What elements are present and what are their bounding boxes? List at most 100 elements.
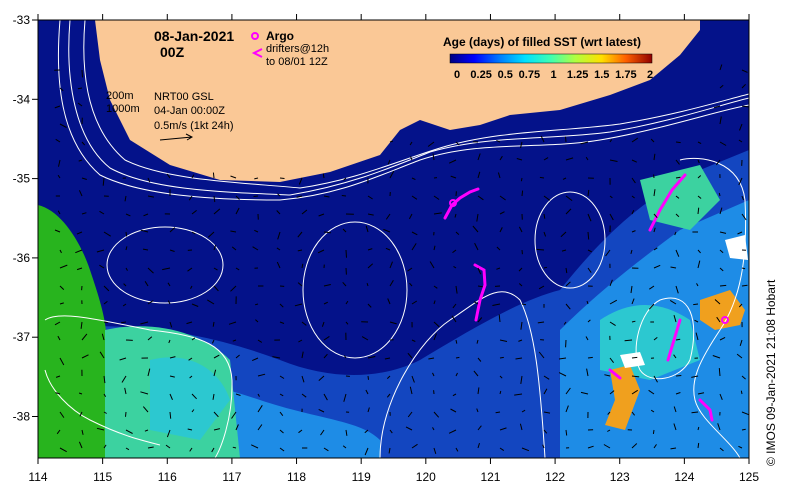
current-vector xyxy=(59,447,67,453)
current-vector xyxy=(543,157,549,161)
current-vector xyxy=(719,267,724,272)
current-vector xyxy=(630,285,633,294)
current-vector xyxy=(212,393,215,400)
current-vector xyxy=(389,279,394,287)
current-vector xyxy=(565,157,574,161)
current-vector xyxy=(741,375,746,380)
current-vector xyxy=(103,321,108,324)
current-vector xyxy=(738,445,743,449)
current-vector xyxy=(521,409,526,413)
colorbar-title: Age (days) of filled SST (wrt latest) xyxy=(443,35,641,49)
current-vector xyxy=(648,303,655,310)
eddy-1 xyxy=(106,226,224,304)
current-vector xyxy=(653,337,658,341)
current-vector xyxy=(345,300,349,305)
current-vector xyxy=(342,281,347,287)
argo-legend-icon xyxy=(251,32,259,40)
colorbar-label: 1 xyxy=(550,69,556,81)
current-vector xyxy=(364,447,369,456)
current-vector xyxy=(207,231,215,238)
current-vector xyxy=(99,351,105,359)
current-vector xyxy=(121,375,127,383)
current-vector xyxy=(537,321,545,324)
current-vector xyxy=(272,356,281,359)
current-vector xyxy=(125,213,131,217)
current-vector xyxy=(213,369,217,377)
current-vector xyxy=(674,231,677,236)
current-vector xyxy=(496,246,501,251)
current-vector xyxy=(212,321,215,327)
current-vector xyxy=(188,357,193,361)
current-vector xyxy=(565,195,573,201)
drifter-track-2 xyxy=(473,263,487,322)
current-vector xyxy=(211,339,215,344)
current-vector xyxy=(543,411,551,414)
current-vector xyxy=(54,321,61,326)
current-vector xyxy=(741,213,747,221)
current-vector xyxy=(191,231,196,235)
current-vector xyxy=(103,301,108,305)
drifters-legend-line2: to 08/01 12Z xyxy=(266,56,328,68)
current-vector xyxy=(473,301,479,305)
current-vector xyxy=(297,249,303,252)
current-vector xyxy=(301,351,304,359)
current-vector xyxy=(144,429,149,432)
current-vector xyxy=(560,231,567,238)
current-vector xyxy=(323,335,330,341)
current-vector xyxy=(122,303,127,307)
current-vector xyxy=(609,357,614,364)
current-vector xyxy=(587,356,593,359)
patch-white-southeast xyxy=(620,352,645,368)
current-vector xyxy=(166,173,171,179)
current-vector xyxy=(144,281,149,287)
patch-cyan-southwest xyxy=(150,357,230,440)
x-tick-label: 114 xyxy=(28,470,47,484)
current-vector xyxy=(103,231,111,237)
current-vector xyxy=(521,303,527,306)
current-vector xyxy=(433,333,437,341)
current-vector xyxy=(432,372,435,377)
current-vector xyxy=(738,139,743,143)
current-vector xyxy=(96,249,105,253)
current-vector xyxy=(235,207,240,215)
current-vector xyxy=(81,429,84,435)
current-vector xyxy=(298,429,303,434)
current-vector xyxy=(169,249,175,252)
current-vector xyxy=(631,411,635,416)
contour-200m xyxy=(57,20,749,201)
current-vector xyxy=(81,333,88,341)
current-vector xyxy=(187,428,193,431)
eddy-8 xyxy=(635,297,695,380)
current-vector xyxy=(367,303,372,308)
current-vector xyxy=(191,393,197,400)
current-vector xyxy=(473,370,479,377)
current-vector xyxy=(323,301,329,305)
current-vector xyxy=(213,267,218,271)
contour-1000m xyxy=(68,20,749,196)
current-vector xyxy=(213,354,220,359)
current-vector xyxy=(103,285,110,292)
current-vector xyxy=(520,141,523,149)
drifter-track-6 xyxy=(608,368,622,380)
map-time-title: 00Z xyxy=(160,44,185,60)
current-vector xyxy=(364,429,369,434)
current-vector xyxy=(433,300,436,305)
current-vector xyxy=(580,391,589,395)
current-vector xyxy=(719,84,724,89)
current-vector xyxy=(719,116,722,125)
current-vector xyxy=(477,425,482,431)
current-vector xyxy=(55,392,61,395)
current-vector xyxy=(101,333,105,341)
current-vector xyxy=(476,339,479,344)
current-vector xyxy=(429,261,435,269)
current-vector xyxy=(693,303,699,306)
colorbar-label: 1.5 xyxy=(594,69,609,81)
current-vector xyxy=(169,227,176,233)
current-vector xyxy=(191,409,195,413)
current-vector xyxy=(737,231,743,235)
current-vector xyxy=(675,392,681,395)
current-vector xyxy=(499,356,504,359)
current-vector xyxy=(670,266,677,269)
current-vector xyxy=(301,375,305,383)
current-vector xyxy=(543,213,546,219)
